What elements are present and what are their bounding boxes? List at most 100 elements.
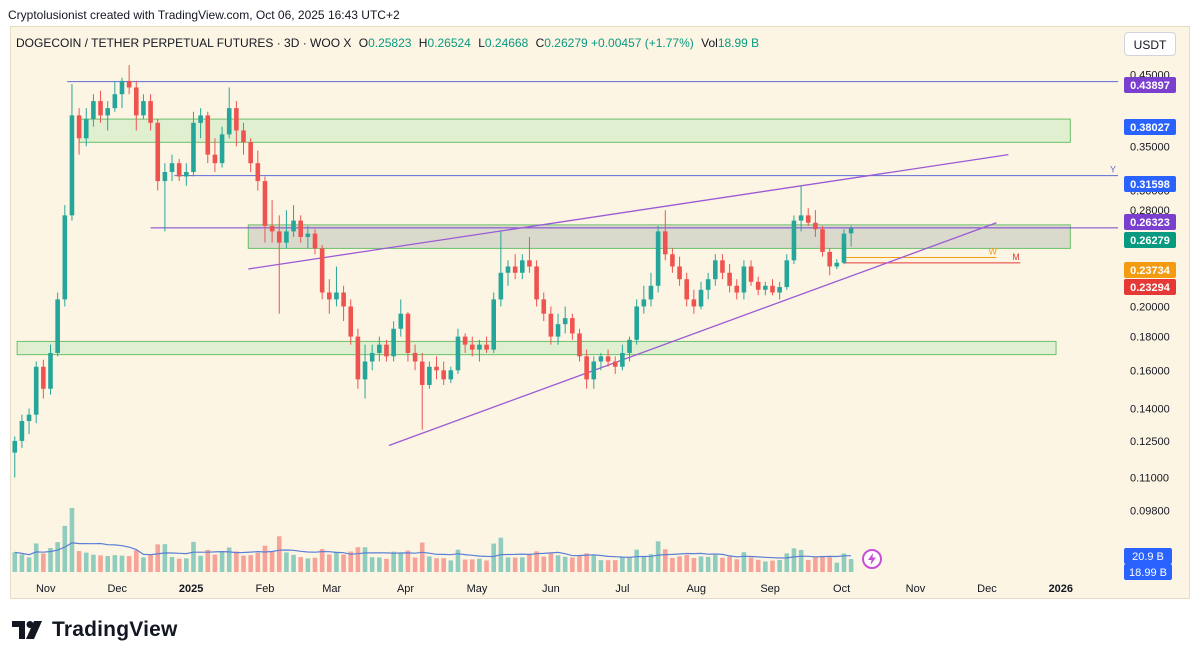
volume-bar — [334, 551, 339, 572]
volume-bar — [491, 543, 497, 572]
volume-bar — [734, 559, 740, 572]
volume-bar — [620, 557, 625, 572]
volume-bar — [605, 560, 611, 572]
brand-wordmark: TradingView — [52, 618, 178, 641]
volume-bar — [427, 556, 432, 572]
volume-bar — [133, 550, 139, 572]
volume-bar — [670, 557, 675, 572]
candle-body — [734, 285, 740, 293]
volume-bar — [591, 554, 597, 572]
volume-bar — [441, 558, 446, 572]
candle-body — [41, 366, 46, 389]
candle-body — [627, 339, 632, 353]
volume-bar — [412, 557, 418, 572]
candle-body — [448, 370, 454, 380]
candle-body — [255, 163, 261, 182]
candle-body — [312, 233, 318, 249]
candle-body — [798, 215, 804, 221]
volume-bar — [234, 551, 239, 572]
candle-body — [33, 366, 39, 415]
candle-body — [541, 299, 547, 314]
tradingview-footer[interactable]: TradingView — [12, 618, 178, 642]
candle-body — [834, 262, 840, 267]
volume-bar — [534, 551, 539, 572]
volume-bar — [226, 547, 232, 572]
candle-body — [534, 266, 539, 300]
candle-body — [241, 130, 246, 143]
time-axis-tick: Dec — [107, 583, 127, 595]
candle-body — [291, 220, 296, 232]
volume-value: 18.99 B — [717, 36, 760, 50]
candle-body — [591, 361, 597, 380]
candle-body — [98, 101, 103, 116]
currency-button[interactable]: USDT — [1124, 32, 1176, 56]
time-axis-tick: Mar — [322, 583, 341, 595]
candle-body — [184, 171, 189, 177]
lightning-bolt-icon[interactable] — [862, 549, 882, 569]
price-axis-tick: 0.11000 — [1130, 472, 1169, 484]
candle-body — [684, 279, 690, 300]
candle-body — [605, 356, 611, 362]
symbol-title[interactable]: DOGECOIN / TETHER PERPETUAL FUTURES · 3D… — [16, 36, 352, 50]
candle-body — [405, 313, 411, 353]
volume-bar — [205, 549, 211, 572]
candle-body — [26, 414, 32, 422]
candle-body — [55, 299, 60, 353]
volume-bar — [69, 508, 75, 572]
candle-body — [226, 108, 232, 135]
volume-bar — [162, 544, 168, 572]
candle-body — [662, 231, 668, 255]
candle-body — [133, 87, 139, 116]
support-zone-3 — [16, 340, 1057, 356]
candle-body — [570, 318, 575, 334]
volume-bar — [91, 554, 96, 572]
volume-bar — [326, 554, 332, 572]
candle-body — [491, 299, 497, 350]
price-axis-tick: 0.35000 — [1130, 141, 1170, 153]
volume-bar — [141, 557, 146, 572]
candle-body — [269, 225, 275, 232]
volume-bar — [255, 552, 261, 572]
created-with-caption: Cryptolusionist created with TradingView… — [8, 8, 400, 22]
candle-body — [284, 231, 289, 243]
volume-bar — [262, 545, 268, 572]
volume-bar — [377, 557, 382, 572]
volume-bar — [798, 549, 804, 572]
volume-axis-label: 18.99 B — [1129, 567, 1167, 579]
volume-bar — [291, 554, 296, 572]
time-axis-tick: Oct — [833, 583, 850, 595]
price-axis-tick: 0.20000 — [1130, 301, 1170, 313]
volume-bar — [462, 559, 468, 572]
time-axis-tick: Dec — [977, 583, 997, 595]
candle-body — [720, 260, 725, 273]
candle-body — [670, 254, 675, 267]
candle-body — [841, 233, 847, 263]
candle-body — [577, 333, 582, 357]
time-axis-tick: Nov — [906, 583, 926, 595]
volume-bar — [827, 557, 832, 572]
candle-body — [69, 115, 75, 216]
close-label: C — [535, 36, 545, 50]
candle-body — [427, 366, 432, 385]
candle-body — [548, 313, 554, 337]
volume-bar — [841, 553, 847, 572]
candle-body — [355, 336, 361, 380]
price-axis-tick: 0.12500 — [1130, 436, 1170, 448]
candle-body — [584, 356, 589, 380]
volume-bar — [298, 557, 304, 572]
high-value: 0.26524 — [427, 36, 471, 50]
volume-bar — [362, 547, 368, 572]
candle-body — [369, 352, 375, 362]
volume-bar — [276, 536, 282, 572]
candle-body — [148, 101, 153, 123]
candle-body — [612, 361, 618, 367]
time-axis-tick: Jun — [542, 583, 560, 595]
volume-bar — [720, 557, 725, 572]
candle-body — [91, 101, 96, 120]
price-axis-label-box — [1124, 176, 1176, 192]
volume-bar — [348, 551, 354, 572]
price-axis-label: 0.26279 — [1130, 235, 1170, 247]
candle-body — [141, 101, 146, 116]
volume-bar — [562, 556, 568, 572]
